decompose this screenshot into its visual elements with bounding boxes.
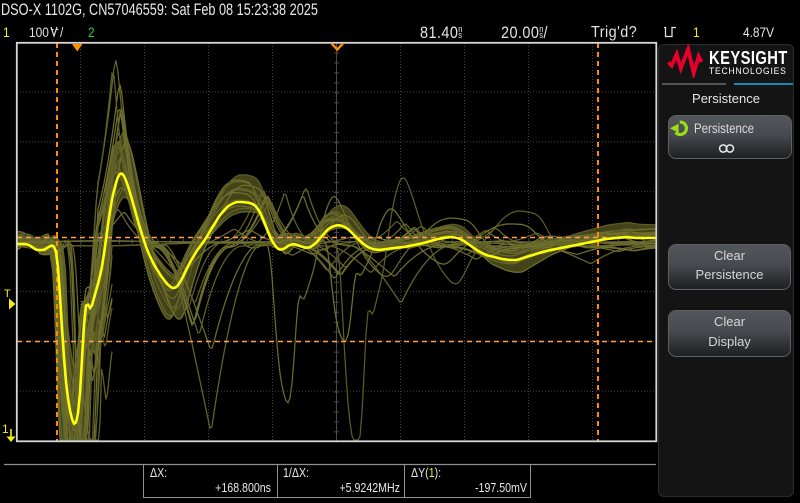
svg-text:1: 1 (2, 422, 9, 436)
svg-text:T: T (4, 288, 11, 300)
